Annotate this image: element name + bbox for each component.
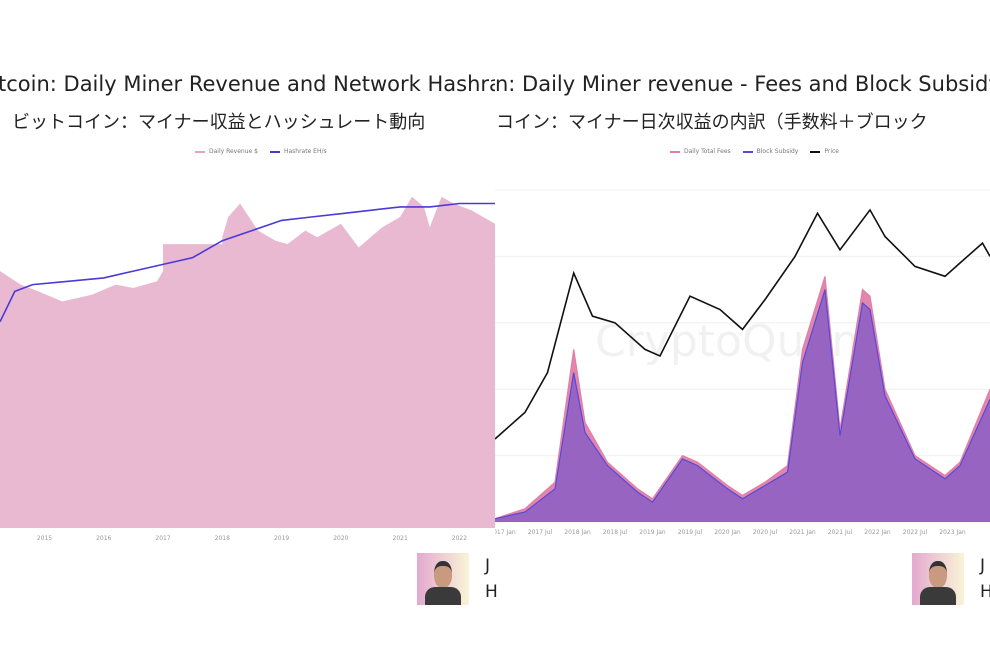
x-tick-label: 2019 Jan [639, 529, 666, 536]
line-hashrate-eh-s [0, 202, 495, 323]
x-tick-label: 2020 Jan [714, 529, 741, 536]
author-avatar [912, 553, 964, 605]
x-tick-label: 2019 Jul [678, 529, 703, 536]
x-tick-label: 2018 Jul [603, 529, 628, 536]
area-block-subsidy [495, 289, 990, 522]
x-tick-label: 2021 Jul [828, 529, 853, 536]
x-tick-label: 2016 [96, 535, 111, 542]
line-price [495, 208, 990, 440]
x-tick-label: 2018 Jan [564, 529, 591, 536]
x-tick-label: 2017 Jan [495, 529, 516, 536]
left-legend: Daily Revenue $ Hashrate EH/s [195, 148, 327, 155]
area-edge-line [495, 289, 990, 520]
x-tick-label: 2022 [452, 535, 467, 542]
left-chart-subtitle: ビットコイン：マイナー収益とハッシュレート動向 [12, 112, 426, 133]
x-tick-label: 2015 [37, 535, 52, 542]
left-chart: CryptoQuant20152016201720182019202020212… [0, 196, 495, 542]
x-tick-label: 2022 Jan [864, 529, 891, 536]
legend-item-revenue[interactable]: Daily Revenue $ [195, 148, 258, 155]
area-daily-revenue- [0, 196, 495, 529]
legend-label: Daily Total Fees [684, 148, 731, 155]
legend-item-hashrate[interactable]: Hashrate EH/s [269, 148, 327, 155]
legend-label: Block Subsidy [756, 148, 799, 155]
x-tick-label: 2023 Jan [939, 529, 966, 536]
legend-item-fees[interactable]: Daily Total Fees [670, 148, 731, 155]
legend-label: Price [824, 148, 839, 155]
x-tick-label: 2017 [155, 535, 170, 542]
legend-item-subsidy[interactable]: Block Subsidy [742, 148, 799, 155]
right-chart-subtitle: コイン：マイナー日次収益の内訳（手数料＋ブロック [496, 112, 928, 133]
x-tick-label: 2017 Jul [528, 529, 553, 536]
x-tick-label: 2020 Jul [753, 529, 778, 536]
x-tick-label: 2021 Jan [789, 529, 816, 536]
x-tick-label: 2019 [274, 535, 289, 542]
legend-label: Daily Revenue $ [209, 148, 258, 155]
author-avatar [417, 553, 469, 605]
x-tick-label: 2022 Jul [903, 529, 928, 536]
left-chart-title: tcoin: Daily Miner Revenue and Network H… [0, 72, 502, 96]
x-tick-label: 2018 [215, 535, 230, 542]
legend-item-price[interactable]: Price [810, 148, 839, 155]
area-edge-line [495, 276, 990, 520]
right-legend: Daily Total Fees Block Subsidy Price [670, 148, 839, 155]
x-tick-label: 2020 [333, 535, 348, 542]
legend-label: Hashrate EH/s [283, 148, 327, 155]
right-chart-title: n: Daily Miner revenue - Fees and Block … [495, 72, 990, 96]
x-tick-label: 2021 [393, 535, 408, 542]
